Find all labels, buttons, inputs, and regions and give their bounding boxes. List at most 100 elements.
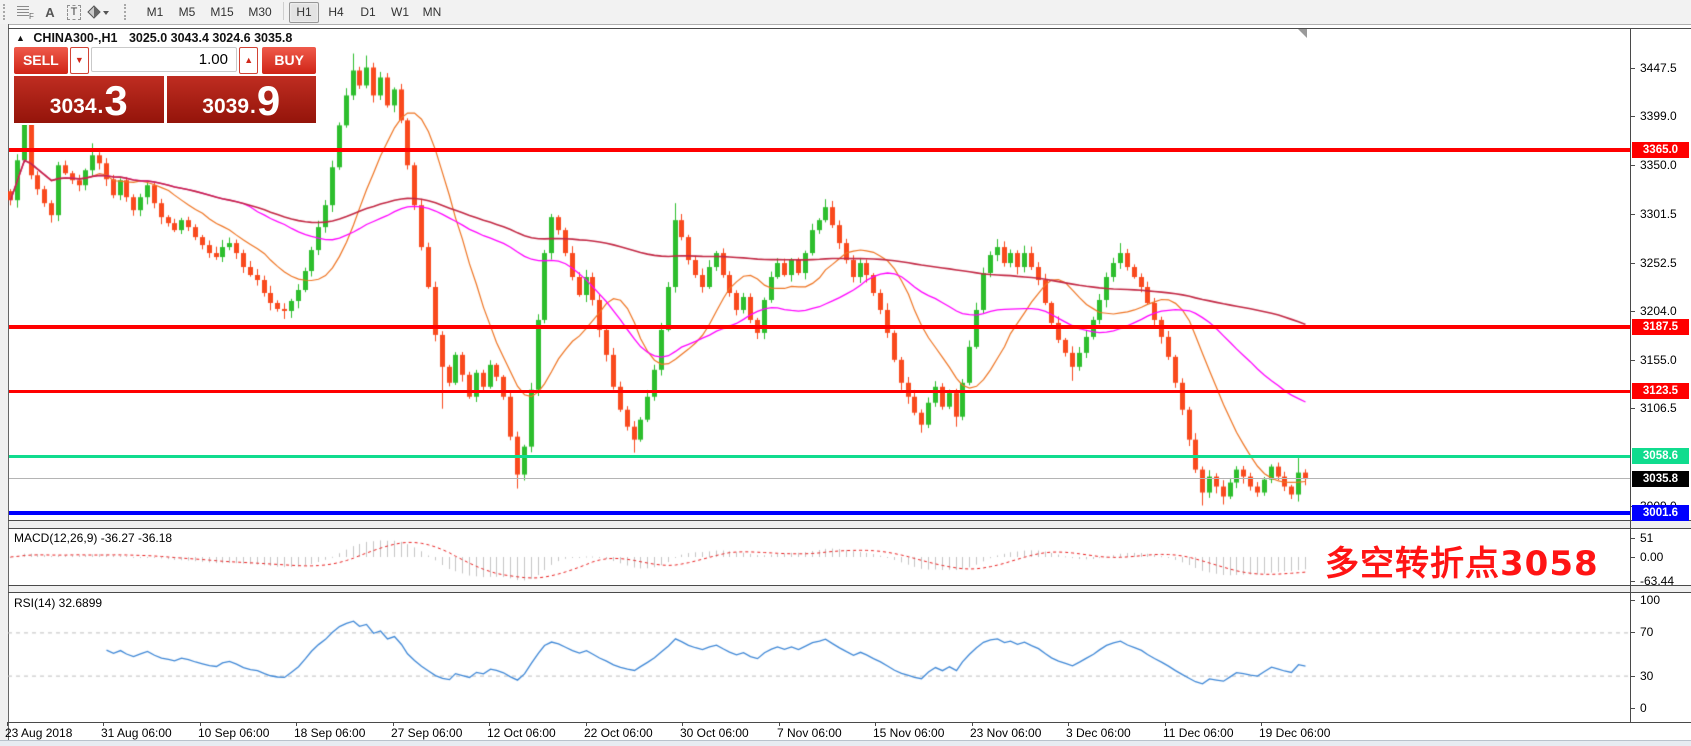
date-tick-mark — [972, 722, 973, 726]
date-label: 19 Dec 06:00 — [1259, 726, 1331, 740]
price-tick-mark — [1630, 116, 1635, 118]
rsi-scale-label: 30 — [1640, 668, 1654, 683]
date-label: 31 Aug 06:00 — [101, 726, 172, 740]
price-tick-label: 3106.5 — [1640, 401, 1677, 416]
price-tick-label: 3399.0 — [1640, 109, 1677, 124]
chart-text-annotation[interactable]: 多空转折点3058 — [1325, 544, 1599, 584]
toolbar-divider — [283, 1, 284, 20]
macd-scale-label: 51 — [1640, 531, 1654, 545]
rsi-label: RSI(14) 32.6899 — [14, 596, 103, 610]
rsi-panel-bottom-border — [8, 722, 1691, 723]
text-box-glyph: T — [66, 4, 82, 20]
rsi-scale-label: 100 — [1640, 593, 1661, 607]
sell-button[interactable]: SELL — [14, 47, 68, 74]
price-tag: 3001.6 — [1632, 504, 1689, 521]
price-tick-mark — [1630, 213, 1635, 215]
buy-price-display[interactable]: 3039 . 9 — [166, 76, 316, 124]
date-tick-mark — [200, 722, 201, 726]
sell-price-decimal: 3 — [104, 77, 128, 124]
collapse-arrow-icon[interactable]: ▲ — [16, 33, 25, 43]
toolbar-grip[interactable] — [124, 4, 130, 20]
buy-price-decimal: 9 — [256, 77, 281, 124]
sell-price-display[interactable]: 3034 . 3 — [14, 76, 164, 123]
horizontal-level-line — [9, 148, 1630, 153]
date-label: 22 Oct 06:00 — [584, 726, 653, 740]
date-label: 30 Oct 06:00 — [680, 726, 749, 740]
timeframe-button-m5[interactable]: M5 — [178, 4, 196, 19]
one-click-trade-panel: SELL ▼ ▲ BUY 3034 . 3 3039 . 9 — [12, 45, 318, 125]
rsi-indicator-canvas[interactable] — [8, 592, 1630, 722]
price-tick-label: 3252.5 — [1640, 255, 1677, 270]
macd-scale-label: -63.44 — [1640, 573, 1675, 588]
price-tick-label: 3301.5 — [1640, 206, 1677, 221]
price-tick-label: 3155.0 — [1640, 352, 1677, 367]
tick-chart-glyph: F — [17, 6, 34, 20]
date-label: 7 Nov 06:00 — [777, 726, 842, 740]
date-tick-mark — [393, 722, 394, 726]
timeframe-button-m15[interactable]: M15 — [210, 4, 234, 19]
macd-label: MACD(12,26,9) -36.27 -36.18 — [14, 531, 173, 545]
date-tick-mark — [489, 722, 490, 726]
date-tick-mark — [296, 722, 297, 726]
toolbar: F A T M1 M5 M15 M30 H1 H4 D1 W1 MN — [0, 0, 1691, 25]
date-tick-mark — [1165, 722, 1166, 726]
date-tick-mark — [682, 722, 683, 726]
price-tick-mark — [1630, 262, 1635, 264]
main-panel-bottom-border — [8, 520, 1691, 521]
chart-title: ▲ CHINA300-,H1 3025.0 3043.4 3024.6 3035… — [16, 31, 292, 45]
volume-input[interactable] — [91, 47, 237, 72]
panel-splitter[interactable] — [9, 521, 1691, 528]
horizontal-level-line — [9, 454, 1630, 458]
date-label: 3 Dec 06:00 — [1066, 726, 1131, 740]
price-tick-label: 3350.0 — [1640, 158, 1677, 173]
macd-panel-bottom-border — [8, 585, 1691, 586]
rsi-scale-label: 0 — [1640, 701, 1647, 715]
timeframe-button-d1[interactable]: D1 — [360, 4, 376, 19]
timeframe-button-row: M1 M5 M15 M30 H1 H4 D1 W1 MN — [139, 1, 448, 23]
buy-price-main: 3039 — [202, 95, 249, 118]
rsi-scale-label: 70 — [1640, 625, 1654, 640]
horizontal-level-line — [9, 510, 1630, 515]
timeframe-button-m30[interactable]: M30 — [248, 4, 272, 19]
date-tick-mark — [586, 722, 587, 726]
date-label: 27 Sep 06:00 — [391, 726, 463, 740]
timeframe-button-h1[interactable]: H1 — [289, 1, 319, 23]
date-tick-mark — [1068, 722, 1069, 726]
price-tag: 3058.6 — [1632, 448, 1689, 464]
toolbar-grip[interactable] — [3, 4, 9, 20]
sell-price-dot: . — [97, 95, 104, 118]
date-label: 18 Sep 06:00 — [294, 726, 366, 740]
macd-tick-mark — [1630, 538, 1635, 539]
shapes-glyph — [87, 5, 109, 19]
volume-increase-button[interactable]: ▲ — [239, 47, 259, 74]
horizontal-level-line — [9, 389, 1630, 393]
macd-scale-label: 0.00 — [1640, 550, 1664, 564]
chart-symbol-period: CHINA300-,H1 — [33, 31, 118, 45]
date-tick-mark — [1261, 722, 1262, 726]
text-label-icon[interactable]: A — [45, 4, 55, 20]
price-tick-mark — [1630, 408, 1635, 410]
volume-decrease-button[interactable]: ▼ — [69, 47, 89, 74]
shapes-dropdown-icon[interactable] — [86, 2, 110, 22]
macd-indicator-canvas[interactable] — [8, 528, 1630, 585]
buy-button[interactable]: BUY — [262, 47, 316, 74]
price-axis-line — [1630, 28, 1631, 722]
panel-splitter[interactable] — [9, 586, 1691, 592]
date-label: 11 Dec 06:00 — [1163, 726, 1234, 740]
price-tag: 3187.5 — [1632, 319, 1689, 336]
macd-tick-mark — [1630, 557, 1635, 558]
date-tick-mark — [779, 722, 780, 726]
svg-text:F: F — [29, 12, 34, 20]
timeframe-button-mn[interactable]: MN — [422, 4, 442, 19]
horizontal-level-line — [9, 325, 1630, 330]
timeframe-button-h4[interactable]: H4 — [328, 4, 344, 19]
timeframe-button-m1[interactable]: M1 — [146, 4, 164, 19]
rsi-tick-mark — [1630, 675, 1635, 677]
text-box-icon[interactable]: T — [62, 2, 86, 22]
chart-shift-marker-icon[interactable] — [1298, 29, 1307, 38]
rsi-tick-mark — [1630, 708, 1635, 709]
tick-chart-icon[interactable]: F — [14, 2, 38, 22]
timeframe-button-w1[interactable]: W1 — [391, 4, 409, 19]
date-label: 10 Sep 06:00 — [198, 726, 270, 740]
price-tag: 3123.5 — [1632, 383, 1689, 400]
